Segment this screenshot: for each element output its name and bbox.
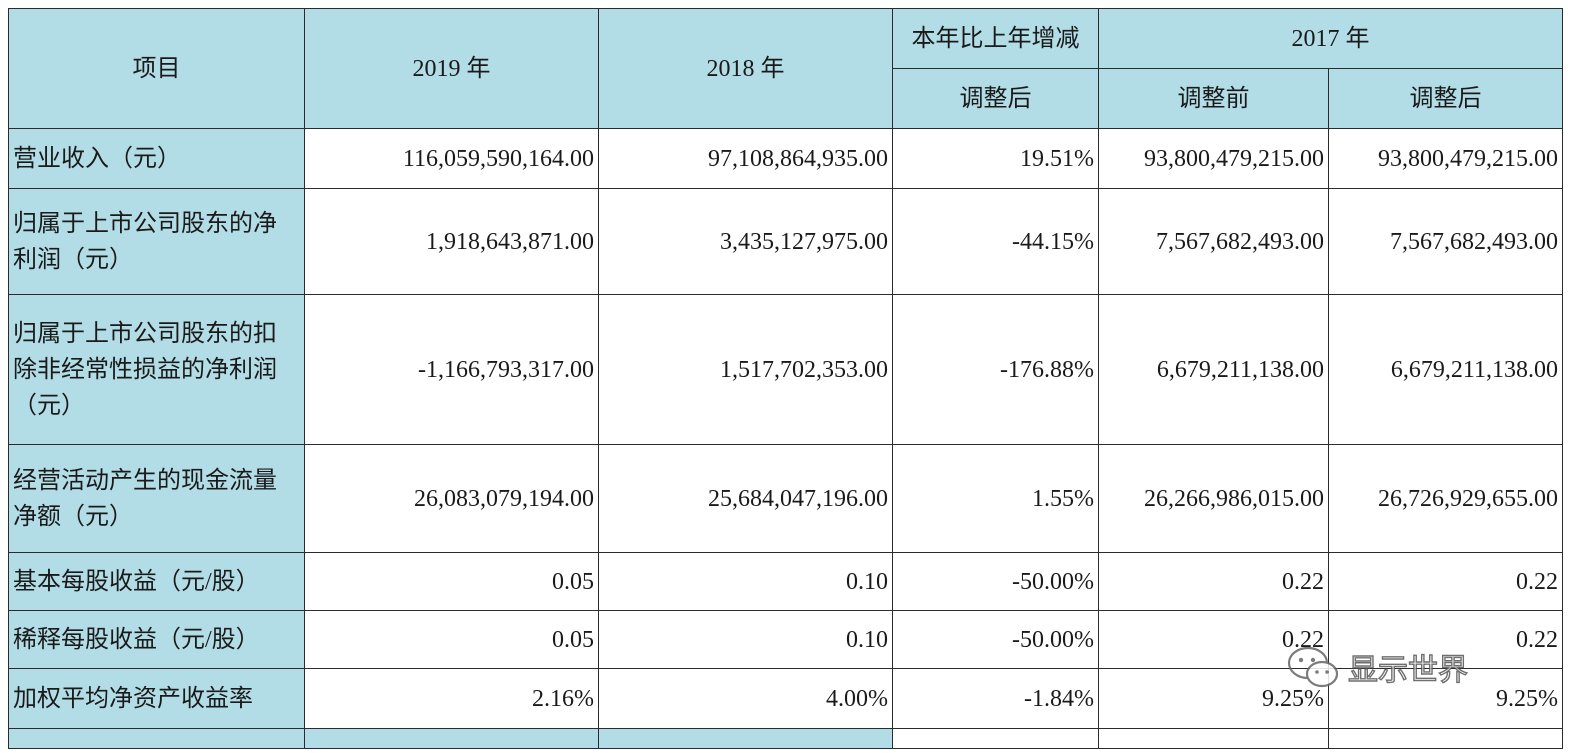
table-row: 归属于上市公司股东的净利润（元） 1,918,643,871.00 3,435,…	[8, 188, 1563, 295]
cell-2017-before: 93,800,479,215.00	[1098, 128, 1329, 189]
cell-2018: 0.10	[598, 610, 893, 669]
cell-2019: 2.16%	[304, 668, 599, 729]
wechat-icon	[1287, 646, 1339, 688]
cell-change	[892, 728, 1099, 749]
table-row: 营业收入（元） 116,059,590,164.00 97,108,864,93…	[8, 128, 1563, 189]
cell-change: 1.55%	[892, 444, 1099, 553]
cell-2017-before: 6,679,211,138.00	[1098, 294, 1329, 445]
header-change: 本年比上年增减	[892, 8, 1099, 69]
cell-2018: 1,517,702,353.00	[598, 294, 893, 445]
cell-2017-before: 26,266,986,015.00	[1098, 444, 1329, 553]
cell-2017-before: 0.22	[1098, 552, 1329, 611]
table-row: 经营活动产生的现金流量净额（元） 26,083,079,194.00 25,68…	[8, 444, 1563, 553]
cell-2017-after: 0.22	[1328, 610, 1563, 669]
cell-change: -1.84%	[892, 668, 1099, 729]
cell-2019: 0.05	[304, 552, 599, 611]
row-label: 基本每股收益（元/股）	[8, 552, 305, 611]
table-row-partial	[8, 728, 1563, 749]
cell-2018	[598, 728, 893, 749]
cell-2019	[304, 728, 599, 749]
header-2019: 2019 年	[304, 8, 599, 129]
row-label: 营业收入（元）	[8, 128, 305, 189]
cell-change: -50.00%	[892, 552, 1099, 611]
cell-2019: 0.05	[304, 610, 599, 669]
header-row: 项目 2019 年 2018 年 本年比上年增减 2017 年	[8, 8, 1563, 129]
cell-2019: 26,083,079,194.00	[304, 444, 599, 553]
cell-change: -176.88%	[892, 294, 1099, 445]
cell-2017-after: 7,567,682,493.00	[1328, 188, 1563, 295]
cell-2017-after	[1328, 728, 1563, 749]
row-label: 归属于上市公司股东的扣除非经常性损益的净利润（元）	[8, 294, 305, 445]
cell-2017-after: 26,726,929,655.00	[1328, 444, 1563, 553]
header-change-adjusted: 调整后	[892, 68, 1099, 129]
row-label: 加权平均净资产收益率	[8, 668, 305, 729]
cell-2017-before	[1098, 728, 1329, 749]
cell-2018: 4.00%	[598, 668, 893, 729]
cell-2017-after: 0.22	[1328, 552, 1563, 611]
row-label: 归属于上市公司股东的净利润（元）	[8, 188, 305, 295]
header-2017: 2017 年	[1098, 8, 1563, 69]
cell-2017-before: 7,567,682,493.00	[1098, 188, 1329, 295]
watermark-text: 显示世界	[1347, 652, 1468, 688]
header-before-adjust: 调整前	[1098, 68, 1329, 129]
watermark: 显示世界	[1286, 645, 1469, 689]
cell-2018: 0.10	[598, 552, 893, 611]
financial-summary-table: 项目 2019 年 2018 年 本年比上年增减 2017 年 调整后 调整前 …	[8, 8, 1563, 749]
subheader-row: 调整后 调整前 调整后	[9, 68, 1563, 129]
cell-2018: 3,435,127,975.00	[598, 188, 893, 295]
header-2018: 2018 年	[598, 8, 893, 129]
table-row: 稀释每股收益（元/股） 0.05 0.10 -50.00% 0.22 0.22	[8, 610, 1563, 669]
cell-2017-after: 6,679,211,138.00	[1328, 294, 1563, 445]
cell-change: 19.51%	[892, 128, 1099, 189]
cell-change: -50.00%	[892, 610, 1099, 669]
row-label	[8, 728, 305, 749]
table-row: 基本每股收益（元/股） 0.05 0.10 -50.00% 0.22 0.22	[8, 552, 1563, 611]
cell-2018: 97,108,864,935.00	[598, 128, 893, 189]
cell-2018: 25,684,047,196.00	[598, 444, 893, 553]
table-row: 归属于上市公司股东的扣除非经常性损益的净利润（元） -1,166,793,317…	[8, 294, 1563, 445]
cell-2019: -1,166,793,317.00	[304, 294, 599, 445]
row-label: 经营活动产生的现金流量净额（元）	[8, 444, 305, 553]
cell-2017-before: 0.22	[1098, 610, 1329, 669]
cell-change: -44.15%	[892, 188, 1099, 295]
header-after-adjust: 调整后	[1328, 68, 1563, 129]
row-label: 稀释每股收益（元/股）	[8, 610, 305, 669]
cell-2019: 1,918,643,871.00	[304, 188, 599, 295]
cell-2017-after: 93,800,479,215.00	[1328, 128, 1563, 189]
header-item: 项目	[8, 8, 305, 129]
cell-2019: 116,059,590,164.00	[304, 128, 599, 189]
